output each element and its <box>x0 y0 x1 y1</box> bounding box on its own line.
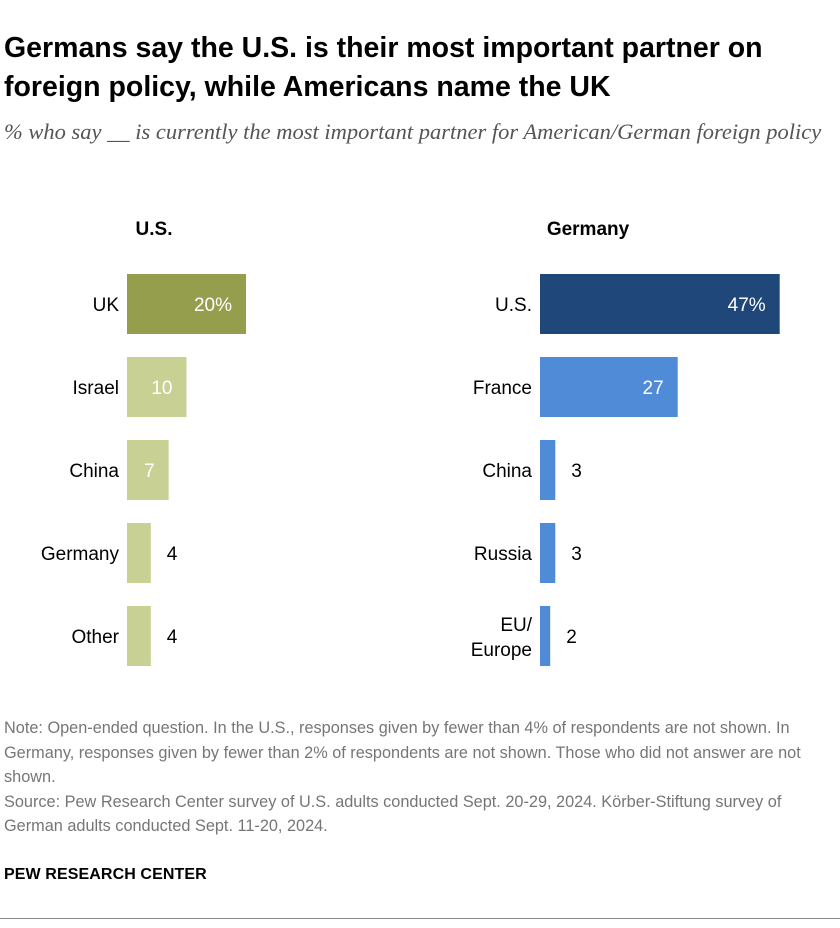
note-text: Note: Open-ended question. In the U.S., … <box>4 719 801 786</box>
category-label: Russia <box>474 544 533 565</box>
bar <box>540 357 678 417</box>
pew-logo-text: PEW RESEARCH CENTER <box>4 866 207 883</box>
value-label: 3 <box>571 461 582 482</box>
value-label: 4 <box>167 627 178 648</box>
category-label: Other <box>71 627 119 648</box>
value-label: 27 <box>643 378 664 399</box>
bar <box>540 523 556 583</box>
bar <box>127 274 246 334</box>
chart-subtitle: % who say __ is currently the most impor… <box>4 119 822 144</box>
value-label: 2 <box>566 627 577 648</box>
category-label: China <box>69 461 119 482</box>
source-text: Source: Pew Research Center survey of U.… <box>4 792 782 836</box>
value-label: 10 <box>151 378 172 399</box>
category-label: UK <box>93 295 120 316</box>
category-label: Israel <box>73 378 119 399</box>
category-label: EU/Europe <box>471 615 533 661</box>
value-label: 4 <box>167 544 178 565</box>
chart-title: Germans say the U.S. is their most impor… <box>4 32 763 103</box>
panel-title: Germany <box>547 219 630 240</box>
bar <box>540 606 551 666</box>
bar-chart: U.S. UK 20% Israel 10 China 7 Germany 4 Other 4 Ger… <box>41 219 780 666</box>
value-label: 3 <box>571 544 582 565</box>
bar <box>127 357 187 417</box>
bar <box>127 523 151 583</box>
bar <box>127 606 151 666</box>
category-label: China <box>482 461 532 482</box>
category-label: France <box>473 378 532 399</box>
bar <box>127 440 169 500</box>
panel-title: U.S. <box>136 219 173 240</box>
notes: Note: Open-ended question. In the U.S., … <box>4 716 836 839</box>
value-label: 47% <box>728 295 766 316</box>
bottom-divider <box>0 918 840 919</box>
value-label: 7 <box>144 461 155 482</box>
value-label: 20% <box>194 295 232 316</box>
bar <box>540 274 780 334</box>
category-label: U.S. <box>495 295 532 316</box>
category-label: Germany <box>41 544 120 565</box>
bar <box>540 440 556 500</box>
